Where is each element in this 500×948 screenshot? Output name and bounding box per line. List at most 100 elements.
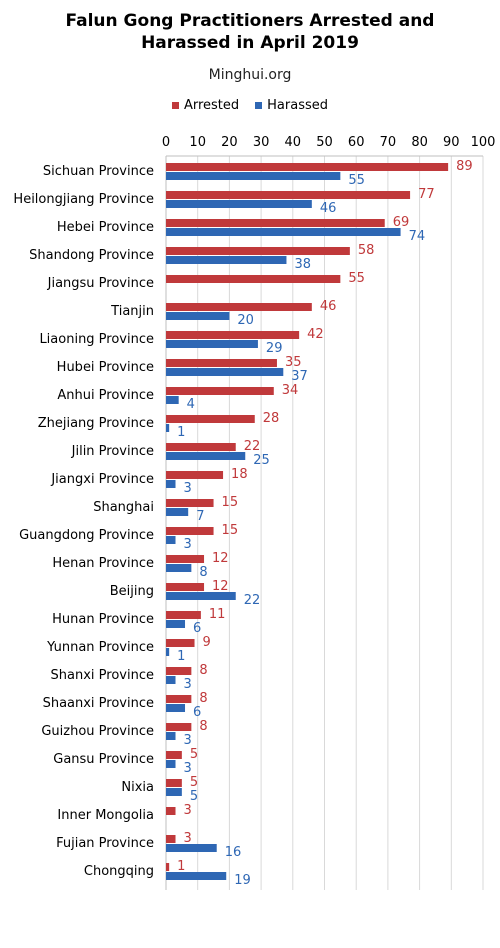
category-label-henan-province: Henan Province — [52, 556, 154, 571]
value-label-arrested-guangdong-province: 15 — [222, 523, 239, 538]
value-label-harassed-hebei-province: 74 — [409, 229, 426, 244]
value-label-harassed-shaanxi-province: 6 — [193, 705, 201, 720]
category-label-jilin-province: Jilin Province — [71, 444, 154, 459]
value-label-harassed-guizhou-province: 3 — [184, 733, 192, 748]
chart-title: Falun Gong Practitioners Arrested and Ha… — [0, 10, 500, 54]
value-label-arrested-zhejiang-province: 28 — [263, 411, 280, 426]
bar-arrested-heilongjiang-province — [166, 191, 411, 199]
value-label-arrested-yunnan-province: 9 — [203, 635, 211, 650]
value-label-arrested-fujian-province: 3 — [184, 831, 192, 846]
bar-harassed-jiangxi-province — [166, 480, 176, 488]
bar-arrested-sichuan-province — [166, 163, 449, 171]
bar-arrested-fujian-province — [166, 835, 176, 843]
legend-item-arrested: Arrested — [171, 98, 239, 113]
bar-harassed-sichuan-province — [166, 172, 341, 180]
value-label-arrested-gansu-province: 5 — [190, 747, 198, 762]
bar-arrested-gansu-province — [166, 751, 182, 759]
x-tick-label-20: 20 — [221, 135, 238, 150]
bar-arrested-guizhou-province — [166, 723, 192, 731]
category-label-gansu-province: Gansu Province — [53, 752, 154, 767]
value-label-arrested-inner-mongolia: 3 — [184, 803, 192, 818]
value-label-harassed-guangdong-province: 3 — [184, 537, 192, 552]
bar-harassed-beijing — [166, 592, 236, 600]
bar-harassed-fujian-province — [166, 844, 217, 852]
value-label-arrested-jilin-province: 22 — [244, 439, 261, 454]
bar-harassed-jilin-province — [166, 452, 246, 460]
category-label-fujian-province: Fujian Province — [56, 836, 154, 851]
bar-harassed-tianjin — [166, 312, 230, 320]
value-label-harassed-nixia: 5 — [190, 789, 198, 804]
value-label-arrested-hunan-province: 11 — [209, 607, 226, 622]
bar-arrested-shanghai — [166, 499, 214, 507]
bar-arrested-jiangxi-province — [166, 471, 224, 479]
category-label-shandong-province: Shandong Province — [29, 248, 154, 263]
bar-harassed-shanxi-province — [166, 676, 176, 684]
bar-arrested-tianjin — [166, 303, 312, 311]
category-label-shanghai: Shanghai — [93, 500, 154, 515]
bar-arrested-jiangsu-province — [166, 275, 341, 283]
value-label-arrested-henan-province: 12 — [212, 551, 229, 566]
category-label-shaanxi-province: Shaanxi Province — [43, 696, 154, 711]
x-tick-label-70: 70 — [380, 135, 397, 150]
value-label-arrested-nixia: 5 — [190, 775, 198, 790]
value-label-harassed-tianjin: 20 — [237, 313, 254, 328]
bar-harassed-hunan-province — [166, 620, 186, 628]
x-tick-label-100: 100 — [471, 135, 496, 150]
category-label-hubei-province: Hubei Province — [57, 360, 154, 375]
value-label-harassed-chongqing: 19 — [234, 873, 251, 888]
value-label-arrested-hubei-province: 35 — [285, 355, 302, 370]
x-tick-label-60: 60 — [348, 135, 365, 150]
value-label-arrested-sichuan-province: 89 — [456, 159, 473, 174]
category-label-beijing: Beijing — [110, 584, 154, 599]
value-label-harassed-jiangxi-province: 3 — [184, 481, 192, 496]
category-label-inner-mongolia: Inner Mongolia — [57, 808, 154, 823]
value-label-harassed-henan-province: 8 — [199, 565, 207, 580]
value-label-arrested-jiangsu-province: 55 — [348, 271, 365, 286]
bar-harassed-henan-province — [166, 564, 192, 572]
category-label-hunan-province: Hunan Province — [52, 612, 154, 627]
legend-swatch-arrested — [171, 102, 179, 109]
chart-title-line-2: Harassed in April 2019 — [141, 33, 359, 53]
chart-subtitle: Minghui.org — [208, 67, 292, 83]
category-label-zhejiang-province: Zhejiang Province — [38, 416, 154, 431]
category-label-tianjin: Tianjin — [110, 304, 154, 319]
bar-harassed-hubei-province — [166, 368, 284, 376]
x-tick-label-50: 50 — [316, 135, 333, 150]
legend-label-harassed: Harassed — [267, 98, 329, 113]
category-label-chongqing: Chongqing — [84, 864, 154, 879]
value-label-harassed-fujian-province: 16 — [225, 845, 242, 860]
value-label-harassed-shanxi-province: 3 — [184, 677, 192, 692]
category-label-shanxi-province: Shanxi Province — [51, 668, 154, 683]
value-label-arrested-tianjin: 46 — [320, 299, 337, 314]
bar-arrested-liaoning-province — [166, 331, 300, 339]
bar-harassed-hebei-province — [166, 228, 401, 236]
category-label-yunnan-province: Yunnan Province — [46, 640, 154, 655]
category-label-heilongjiang-province: Heilongjiang Province — [13, 192, 154, 207]
bar-arrested-shanxi-province — [166, 667, 192, 675]
bar-harassed-guizhou-province — [166, 732, 176, 740]
bar-harassed-heilongjiang-province — [166, 200, 312, 208]
value-label-harassed-beijing: 22 — [244, 593, 261, 608]
chart-title-line-1: Falun Gong Practitioners Arrested and — [65, 11, 435, 31]
bar-arrested-yunnan-province — [166, 639, 195, 647]
value-label-arrested-beijing: 12 — [212, 579, 229, 594]
value-label-arrested-anhui-province: 34 — [282, 383, 299, 398]
bar-harassed-zhejiang-province — [166, 424, 170, 432]
value-label-harassed-jilin-province: 25 — [253, 453, 270, 468]
value-label-harassed-zhejiang-province: 1 — [177, 425, 185, 440]
value-label-arrested-guizhou-province: 8 — [199, 719, 207, 734]
bar-harassed-guangdong-province — [166, 536, 176, 544]
bar-arrested-guangdong-province — [166, 527, 214, 535]
category-label-liaoning-province: Liaoning Province — [39, 332, 154, 347]
category-label-guizhou-province: Guizhou Province — [41, 724, 154, 739]
x-tick-label-40: 40 — [285, 135, 302, 150]
value-label-harassed-shandong-province: 38 — [294, 257, 311, 272]
value-label-harassed-liaoning-province: 29 — [266, 341, 283, 356]
value-label-arrested-hebei-province: 69 — [393, 215, 410, 230]
value-label-harassed-anhui-province: 4 — [187, 397, 195, 412]
category-label-guangdong-province: Guangdong Province — [19, 528, 154, 543]
value-label-harassed-heilongjiang-province: 46 — [320, 201, 337, 216]
value-label-harassed-hubei-province: 37 — [291, 369, 308, 384]
category-label-anhui-province: Anhui Province — [57, 388, 154, 403]
